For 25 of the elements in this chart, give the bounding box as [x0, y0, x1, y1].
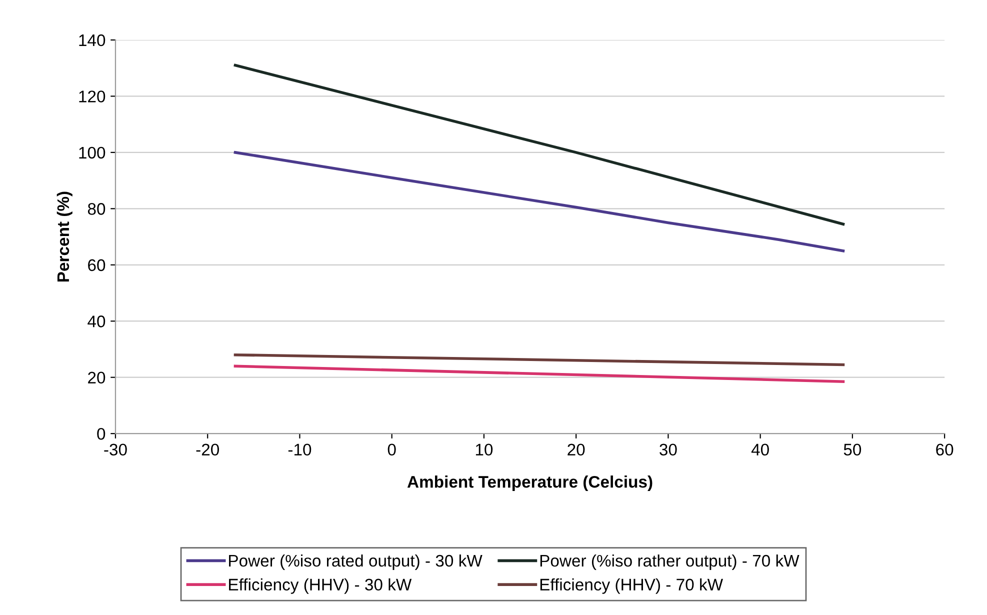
x-tick-label: 50 — [844, 444, 862, 456]
y-tick-label: 120 — [79, 90, 106, 102]
x-tick-label: 30 — [660, 444, 677, 456]
y-tick-label: 40 — [88, 316, 106, 328]
x-tick-label: -20 — [196, 444, 219, 456]
y-tick-label: 0 — [97, 428, 106, 440]
legend-label: Efficiency (HHV) - 70 kW — [540, 578, 723, 594]
line-series — [234, 151, 845, 252]
x-tick-label: 20 — [568, 444, 585, 456]
x-tick-label: -30 — [104, 444, 127, 456]
y-tick-label: 20 — [88, 372, 106, 384]
x-tick-label: -10 — [288, 444, 312, 456]
y-tick-label: 80 — [88, 203, 106, 215]
x-tick-label: 0 — [388, 444, 396, 456]
legend-label: Power (%iso rated output) - 30 kW — [229, 554, 482, 570]
legend-label: Efficiency (HHV) - 30 kW — [229, 578, 412, 594]
x-axis-title: Ambient Temperature (Celcius) — [407, 476, 652, 492]
y-tick-label: 140 — [79, 34, 106, 46]
y-axis-title: Percent (%) — [56, 192, 72, 282]
y-tick-label: 100 — [79, 146, 106, 159]
legend-label: Power (%iso rather output) - 70 kW — [540, 554, 800, 570]
x-tick-label: 60 — [936, 444, 954, 456]
x-tick-label: 40 — [751, 444, 769, 456]
x-tick-label: 10 — [476, 444, 493, 456]
y-tick-label: 60 — [88, 259, 106, 272]
